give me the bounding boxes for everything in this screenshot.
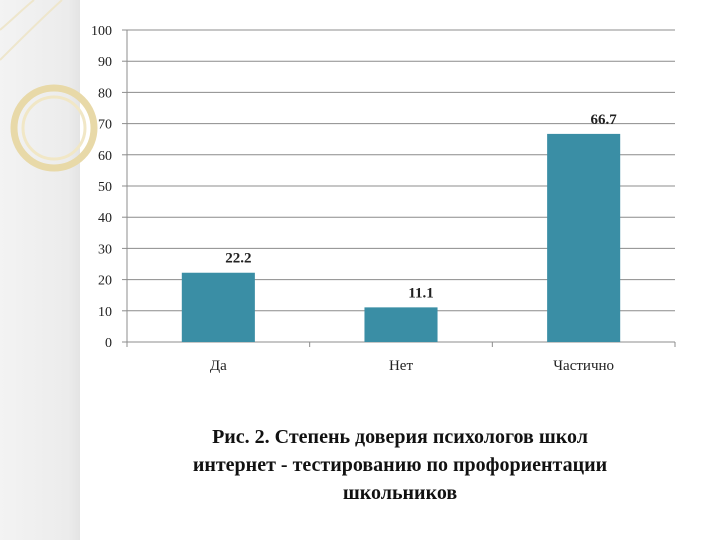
x-axis-category-labels: Да Нет Частично bbox=[210, 358, 614, 374]
figure-caption: Рис. 2. Степень доверия психологов школ … bbox=[80, 423, 720, 507]
decor-leaf-curve-2 bbox=[0, 0, 35, 31]
data-label-2: 11.1 bbox=[408, 285, 433, 301]
y-tick-label: 60 bbox=[98, 149, 112, 164]
y-tick-label: 80 bbox=[98, 86, 112, 101]
caption-line-2: интернет - тестированию по профориентаци… bbox=[192, 454, 608, 476]
y-tick-label: 70 bbox=[98, 118, 112, 133]
y-axis-tick-labels: 0 10 20 30 40 50 60 70 80 90 100 bbox=[91, 24, 112, 351]
category-label-2: Нет bbox=[389, 358, 413, 374]
decor-leaf-curve bbox=[0, 0, 63, 61]
caption-line-1: Рис. 2. Степень доверия психологов школ bbox=[212, 426, 588, 448]
y-tick-label: 40 bbox=[98, 211, 112, 226]
caption-line-3: школьников bbox=[342, 482, 458, 504]
y-tick-label: 20 bbox=[98, 274, 112, 289]
data-label-1: 22.2 bbox=[225, 251, 251, 267]
category-label-1: Да bbox=[210, 358, 227, 374]
bar-1 bbox=[181, 272, 255, 342]
bar-2 bbox=[364, 307, 438, 342]
y-tick-label: 50 bbox=[98, 180, 112, 195]
data-labels: 22.2 11.1 66.7 bbox=[225, 112, 617, 301]
decorative-ornament bbox=[0, 0, 98, 172]
bars bbox=[181, 133, 621, 342]
bar-3 bbox=[547, 133, 621, 342]
category-label-3: Частично bbox=[553, 358, 614, 374]
y-tick-label: 0 bbox=[105, 336, 112, 351]
y-tick-label: 10 bbox=[98, 305, 112, 320]
y-tick-label: 100 bbox=[91, 24, 112, 39]
y-tick-label: 30 bbox=[98, 242, 112, 257]
decor-ring-inner bbox=[21, 95, 87, 161]
data-label-3: 66.7 bbox=[591, 112, 618, 128]
y-tick-label: 90 bbox=[98, 55, 112, 70]
decor-ring bbox=[10, 84, 98, 172]
bar-chart: 0 10 20 30 40 50 60 70 80 90 100 22.2 11.1 66.7 Да Не… bbox=[0, 0, 676, 374]
